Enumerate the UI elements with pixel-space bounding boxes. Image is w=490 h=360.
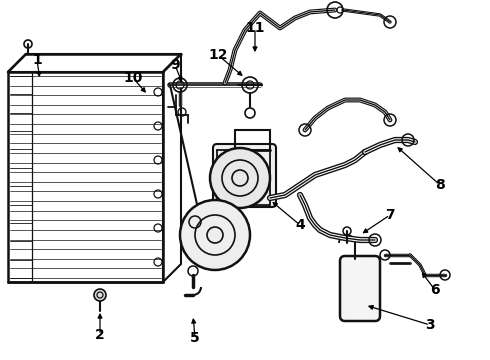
Text: 3: 3	[425, 318, 435, 332]
Text: 6: 6	[430, 283, 440, 297]
Text: 2: 2	[95, 328, 105, 342]
Text: 7: 7	[385, 208, 395, 222]
Text: 1: 1	[32, 53, 42, 67]
Text: 8: 8	[435, 178, 445, 192]
FancyBboxPatch shape	[213, 144, 276, 207]
Text: 5: 5	[190, 331, 200, 345]
Text: 12: 12	[208, 48, 228, 62]
Text: 11: 11	[245, 21, 265, 35]
Circle shape	[210, 148, 270, 208]
Circle shape	[94, 289, 106, 301]
Circle shape	[180, 200, 250, 270]
Text: 10: 10	[123, 71, 143, 85]
FancyBboxPatch shape	[340, 256, 380, 321]
Text: 4: 4	[295, 218, 305, 232]
Text: 9: 9	[170, 58, 180, 72]
